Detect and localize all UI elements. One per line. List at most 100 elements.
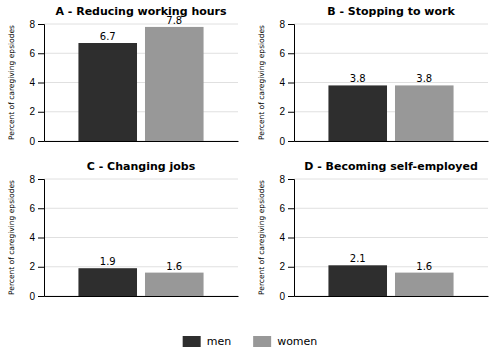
data-labels: 3.83.8 bbox=[350, 73, 432, 84]
y-axis-title: Percent of caregiving epsiodes bbox=[257, 25, 266, 140]
grid-line bbox=[294, 296, 488, 297]
tick: 2 bbox=[29, 261, 44, 272]
grid bbox=[294, 179, 488, 296]
tick-label: 4 bbox=[29, 232, 35, 243]
tick-mark bbox=[288, 24, 294, 25]
tick-label: 8 bbox=[279, 19, 285, 30]
tick: 4 bbox=[29, 77, 44, 88]
legend-item: women bbox=[253, 335, 317, 348]
tick-mark bbox=[38, 267, 44, 268]
tick-mark bbox=[38, 179, 44, 180]
axis-line bbox=[38, 180, 45, 297]
tick-mark bbox=[288, 238, 294, 239]
tick: 2 bbox=[279, 261, 294, 272]
tick-label: 8 bbox=[29, 174, 35, 185]
y-axis: 02468 bbox=[279, 19, 294, 147]
tick: 4 bbox=[279, 77, 294, 88]
y-axis-title: Percent of caregiving epsiodes bbox=[7, 180, 16, 295]
legend-swatch bbox=[183, 336, 201, 347]
title: C - Changing jobs bbox=[87, 160, 196, 173]
bars bbox=[328, 85, 453, 141]
tick-mark bbox=[38, 141, 44, 142]
axis-line bbox=[295, 141, 489, 142]
bars bbox=[78, 27, 203, 141]
panel: 3.83.802468B - Stopping to workPercent o… bbox=[257, 5, 489, 147]
grid-line bbox=[44, 237, 238, 238]
legend: men women bbox=[183, 335, 318, 348]
grid bbox=[44, 24, 238, 141]
panel: 1.9 1.6 0 2 4 6 8 C - Changing jobs Percent of c… bbox=[7, 160, 239, 302]
tick-label: 6 bbox=[279, 48, 285, 59]
axis-line bbox=[38, 25, 45, 142]
tick: 0 bbox=[29, 291, 44, 302]
grid-line bbox=[44, 266, 238, 267]
tick-mark bbox=[288, 141, 294, 142]
tick: 6 bbox=[279, 48, 294, 59]
axis-line bbox=[45, 141, 239, 142]
tick-mark bbox=[38, 208, 44, 209]
data-label: 3.8 bbox=[416, 73, 432, 84]
tick-label: 4 bbox=[29, 77, 35, 88]
y-axis: 0 2 4 6 8 bbox=[279, 174, 294, 302]
data-label: 6.7 bbox=[100, 31, 116, 42]
tick-label: 0 bbox=[29, 136, 35, 147]
data-label: 1.9 bbox=[100, 256, 116, 267]
tick: 8 bbox=[29, 174, 44, 185]
tick-label: 0 bbox=[279, 291, 285, 302]
tick-label: 0 bbox=[29, 291, 35, 302]
tick: 8 bbox=[279, 174, 294, 185]
y-axis: 0 2 4 6 8 bbox=[29, 174, 44, 302]
tick-mark bbox=[38, 53, 44, 54]
tick-mark bbox=[288, 179, 294, 180]
chart: 6.77.802468A - Reducing working hoursPer… bbox=[0, 0, 500, 359]
tick: 8 bbox=[29, 19, 44, 30]
tick-mark bbox=[38, 296, 44, 297]
bar bbox=[395, 85, 454, 141]
tick-mark bbox=[288, 208, 294, 209]
grid-line bbox=[294, 237, 488, 238]
y-axis-title: Percent of caregiving epsiodes bbox=[257, 180, 266, 295]
grid-line bbox=[44, 53, 238, 54]
tick-label: 6 bbox=[279, 203, 285, 214]
tick-label: 8 bbox=[279, 174, 285, 185]
data-labels: 6.77.8 bbox=[100, 15, 182, 42]
grid-line bbox=[44, 82, 238, 83]
data-label: 1.6 bbox=[166, 261, 182, 272]
y-axis-title: Percent of caregiving epsiodes bbox=[7, 25, 16, 140]
grid-line bbox=[294, 208, 488, 209]
tick: 2 bbox=[29, 106, 44, 117]
data-label: 1.6 bbox=[416, 261, 432, 272]
panel: 6.77.802468A - Reducing working hoursPer… bbox=[7, 5, 239, 147]
legend-swatch bbox=[253, 336, 271, 347]
bars bbox=[328, 265, 453, 296]
grid-line bbox=[294, 53, 488, 54]
bars bbox=[78, 268, 203, 296]
tick: 6 bbox=[29, 48, 44, 59]
x-axis bbox=[45, 296, 239, 298]
grid-line bbox=[44, 111, 238, 112]
axis-line bbox=[288, 180, 295, 297]
bar bbox=[145, 27, 204, 141]
data-label: 2.1 bbox=[350, 253, 366, 264]
data-labels: 1.9 1.6 bbox=[100, 256, 182, 271]
tick-mark bbox=[288, 112, 294, 113]
tick-mark bbox=[38, 83, 44, 84]
grid-line bbox=[294, 266, 488, 267]
tick-label: 2 bbox=[29, 261, 35, 272]
tick-mark bbox=[288, 53, 294, 54]
axis-line bbox=[295, 296, 489, 297]
axis-line bbox=[288, 25, 295, 142]
legend-label: men bbox=[207, 335, 231, 348]
data-labels: 2.1 1.6 bbox=[350, 253, 432, 271]
tick: 0 bbox=[279, 291, 294, 302]
bar bbox=[78, 43, 137, 141]
tick: 4 bbox=[279, 232, 294, 243]
tick-mark bbox=[38, 24, 44, 25]
bar bbox=[328, 85, 387, 141]
bar bbox=[78, 268, 137, 296]
legend-item: men bbox=[183, 335, 231, 348]
grid-line bbox=[294, 82, 488, 83]
tick-label: 6 bbox=[29, 48, 35, 59]
tick: 6 bbox=[29, 203, 44, 214]
tick-mark bbox=[288, 296, 294, 297]
